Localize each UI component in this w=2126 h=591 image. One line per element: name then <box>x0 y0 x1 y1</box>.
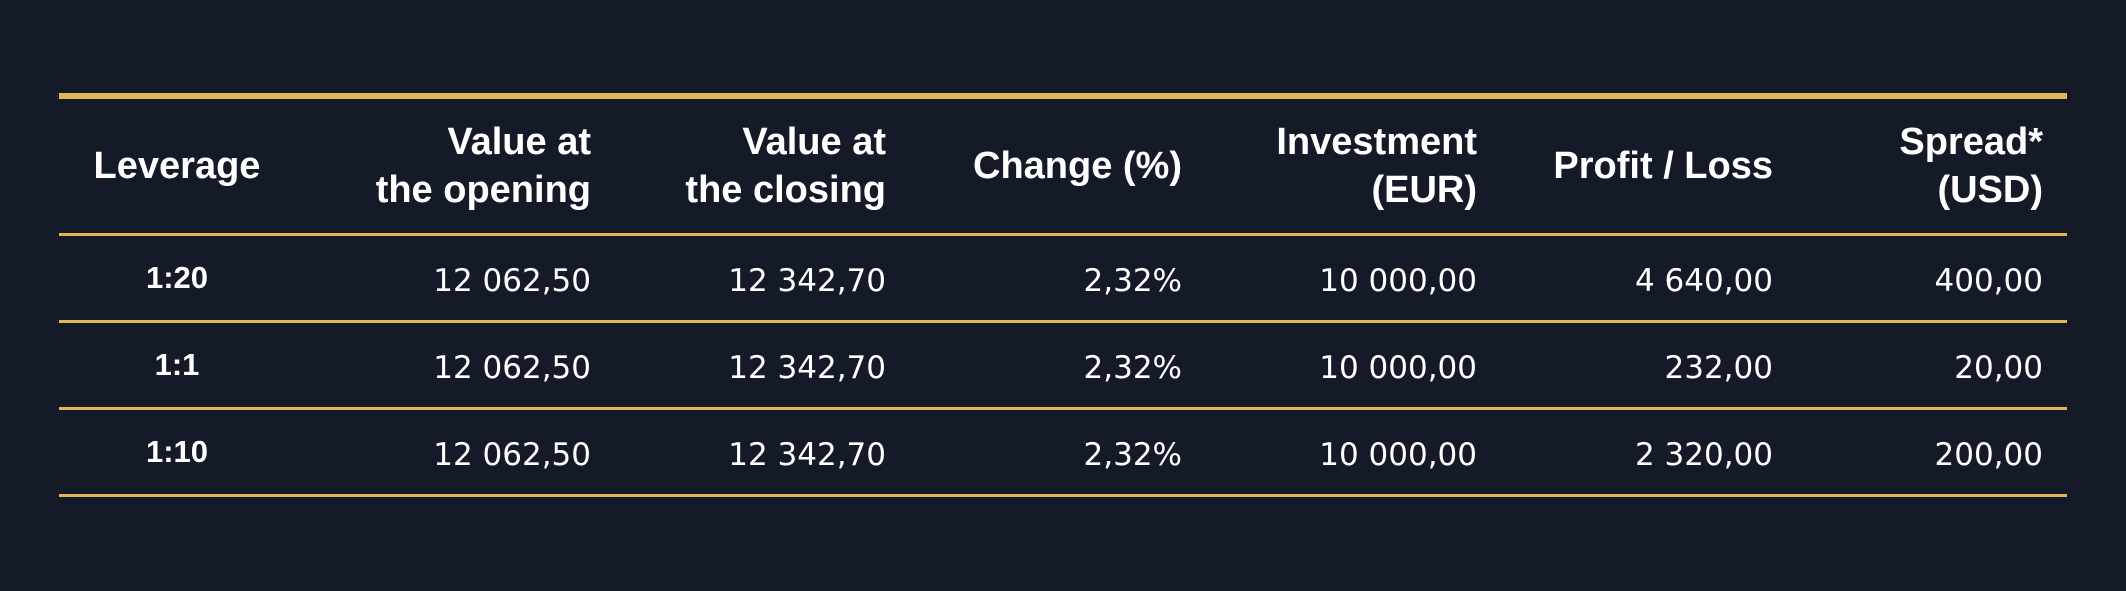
cell-profit-loss: 232,00 <box>1664 350 1773 386</box>
header-investment-line-1: Investment <box>1276 121 1477 163</box>
cell-investment: 10 000,00 <box>1319 437 1477 473</box>
cell-profit-loss: 4 640,00 <box>1634 263 1773 299</box>
header-value-closing-line-1: Value at <box>742 121 886 163</box>
header-value-closing: Value at the closing <box>591 118 886 214</box>
table-top-rule <box>59 93 2067 99</box>
table-row: 1:1 12 062,50 12 342,70 2,32% 10 000,00 … <box>59 323 2067 410</box>
header-profit-loss-line-1: Profit / Loss <box>1553 145 1773 187</box>
table-header-row: Leverage Value at the opening Value at t… <box>59 99 2067 236</box>
header-value-closing-line-2: the closing <box>685 169 886 211</box>
cell-change: 2,32% <box>1083 263 1182 299</box>
cell-spread: 200,00 <box>1934 437 2043 473</box>
header-profit-loss: Profit / Loss <box>1477 142 1773 190</box>
header-spread: Spread* (USD) <box>1773 118 2067 214</box>
header-spread-line-1: Spread* <box>1899 121 2043 163</box>
cell-value-opening: 12 062,50 <box>433 350 591 386</box>
header-investment-line-2: (EUR) <box>1371 169 1477 211</box>
cell-leverage: 1:1 <box>154 347 200 382</box>
header-value-opening-line-1: Value at <box>447 121 591 163</box>
header-change-line-1: Change (%) <box>973 145 1182 187</box>
table-row: 1:20 12 062,50 12 342,70 2,32% 10 000,00… <box>59 236 2067 323</box>
cell-spread: 400,00 <box>1934 263 2043 299</box>
header-investment: Investment (EUR) <box>1182 118 1477 214</box>
header-leverage-line-1: Leverage <box>93 145 261 187</box>
leverage-comparison-table: Leverage Value at the opening Value at t… <box>59 93 2067 497</box>
cell-profit-loss: 2 320,00 <box>1634 437 1773 473</box>
cell-change: 2,32% <box>1083 437 1182 473</box>
cell-change: 2,32% <box>1083 350 1182 386</box>
header-spread-line-2: (USD) <box>1937 169 2043 211</box>
cell-investment: 10 000,00 <box>1319 350 1477 386</box>
cell-value-closing: 12 342,70 <box>728 437 886 473</box>
cell-leverage: 1:10 <box>145 434 209 469</box>
cell-value-opening: 12 062,50 <box>433 437 591 473</box>
header-change: Change (%) <box>886 142 1182 190</box>
cell-value-closing: 12 342,70 <box>728 263 886 299</box>
table-row: 1:10 12 062,50 12 342,70 2,32% 10 000,00… <box>59 410 2067 497</box>
header-value-opening-line-2: the opening <box>375 169 591 211</box>
header-value-opening: Value at the opening <box>295 118 591 214</box>
cell-leverage: 1:20 <box>145 260 209 295</box>
header-leverage: Leverage <box>59 142 295 190</box>
cell-value-opening: 12 062,50 <box>433 263 591 299</box>
cell-spread: 20,00 <box>1954 350 2043 386</box>
cell-investment: 10 000,00 <box>1319 263 1477 299</box>
cell-value-closing: 12 342,70 <box>728 350 886 386</box>
